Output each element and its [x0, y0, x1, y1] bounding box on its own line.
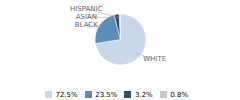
svg-text:HISPANIC: HISPANIC	[70, 5, 103, 13]
html-text:23.5%: 23.5%	[95, 90, 118, 99]
svg-text:ASIAN: ASIAN	[76, 13, 97, 21]
html-text:3.2%: 3.2%	[135, 90, 153, 99]
html-text:0.8%: 0.8%	[170, 90, 188, 99]
svg-text:WHITE: WHITE	[143, 55, 166, 63]
svg-text:BLACK: BLACK	[75, 21, 98, 29]
html-text:72.5%: 72.5%	[55, 90, 78, 99]
